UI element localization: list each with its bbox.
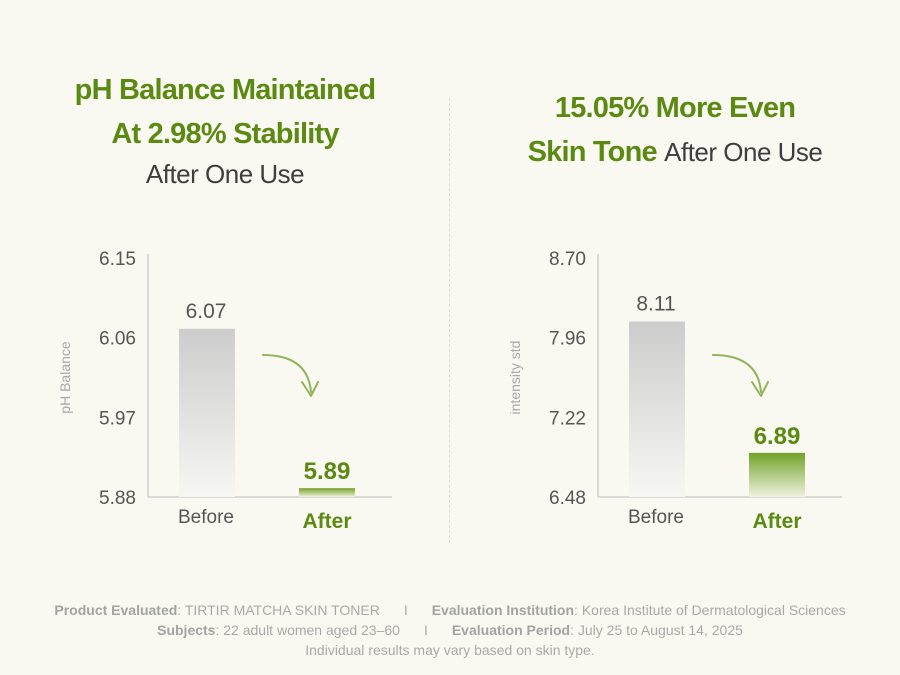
title-line-2: At 2.98% Stability xyxy=(111,118,339,150)
product-value: : TIRTIR MATCHA SKIN TONER xyxy=(177,602,380,618)
panel-divider xyxy=(449,98,450,543)
y-tick-label: 5.97 xyxy=(99,408,136,429)
footer-notes: Product Evaluated: TIRTIR MATCHA SKIN TO… xyxy=(0,600,900,660)
ph-bar-chart: 6.15 6.06 5.97 5.88 pH Balance 6.07 Before 5.89… xyxy=(57,249,392,533)
footer-separator: I xyxy=(403,602,408,618)
y-tick-label: 6.06 xyxy=(99,329,136,350)
category-label-before: Before xyxy=(178,507,234,528)
product-label: Product Evaluated xyxy=(54,602,178,618)
value-label-before: 8.11 xyxy=(636,293,675,316)
title-line-2: Skin Tone xyxy=(527,136,658,168)
category-label-before: Before xyxy=(628,507,684,528)
chart-title-ph: pH Balance Maintained At 2.98% Stability… xyxy=(0,68,450,192)
title-line-1: pH Balance Maintained xyxy=(74,74,376,106)
bar-before xyxy=(629,321,685,497)
title-line-1: 15.05% More Even xyxy=(554,92,796,124)
skin-tone-bar-chart: 8.70 7.96 7.22 6.48 intensity std 8.11 Before 6… xyxy=(507,249,842,533)
y-tick-label: 6.15 xyxy=(99,249,136,270)
y-tick-label: 8.70 xyxy=(549,249,586,270)
subjects-value: : 22 adult women aged 23–60 xyxy=(215,622,400,638)
value-label-after: 6.89 xyxy=(754,423,801,450)
bar-after xyxy=(299,488,355,497)
chart-subtitle: After One Use xyxy=(145,159,305,189)
chart-panel-skin-tone: 15.05% More Even Skin Tone After One Use… xyxy=(450,0,900,560)
institution-label: Evaluation Institution xyxy=(431,602,575,618)
chart-subtitle: After One Use xyxy=(664,137,823,167)
footer-disclaimer: Individual results may vary based on ski… xyxy=(305,642,595,658)
value-label-before: 6.07 xyxy=(186,300,227,323)
trend-arrow-head-icon xyxy=(751,381,769,397)
trend-arrow-head-icon xyxy=(301,381,319,397)
footer-line-1: Product Evaluated: TIRTIR MATCHA SKIN TO… xyxy=(0,600,900,620)
y-tick-label: 7.96 xyxy=(549,329,586,350)
y-tick-label: 5.88 xyxy=(99,488,136,509)
bar-before xyxy=(179,328,235,497)
footer-line-2: Subjects: 22 adult women aged 23–60 I Eval… xyxy=(0,620,900,640)
bar-after xyxy=(749,452,805,497)
title-line-2-row: Skin Tone After One Use xyxy=(450,130,900,174)
period-value: : July 25 to August 14, 2025 xyxy=(570,622,743,638)
subjects-label: Subjects xyxy=(157,622,216,638)
y-tick-label: 6.48 xyxy=(549,488,586,509)
footer-separator: I xyxy=(423,622,428,638)
y-tick-label: 7.22 xyxy=(549,408,586,429)
period-label: Evaluation Period xyxy=(451,622,571,638)
chart-panel-ph: pH Balance Maintained At 2.98% Stability… xyxy=(0,0,450,560)
institution-value: : Korea Institute of Dermatological Scie… xyxy=(574,602,846,618)
chart-title-skin-tone: 15.05% More Even Skin Tone After One Use xyxy=(450,86,900,174)
y-axis-label: pH Balance xyxy=(57,341,73,414)
trend-arrow-curve xyxy=(262,354,312,393)
category-label-after: After xyxy=(752,510,801,533)
y-axis-label: intensity std xyxy=(507,341,523,415)
value-label-after: 5.89 xyxy=(304,458,351,485)
trend-arrow-curve xyxy=(712,354,762,393)
category-label-after: After xyxy=(302,510,351,533)
